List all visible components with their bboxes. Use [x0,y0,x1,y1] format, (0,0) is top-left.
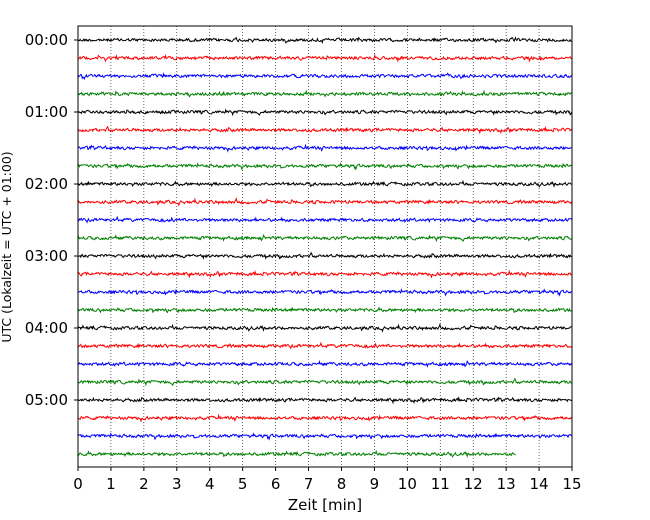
seismogram-trace [77,179,572,188]
plot-background [78,26,572,467]
seismogram-trace [77,53,572,63]
seismogram-trace [77,432,572,441]
y-tick-label: 01:00 [25,103,68,121]
seismogram-trace [77,449,516,458]
seismogram-trace [77,413,572,423]
seismogram-trace [77,377,572,387]
x-tick-label: 0 [73,475,83,493]
trace-group [77,36,572,458]
plot-frame [77,25,573,468]
x-tick-label: 1 [106,475,116,493]
x-tick-label: 2 [139,475,149,493]
y-tick-label: 02:00 [25,175,68,193]
x-tick-label: 6 [271,475,281,493]
x-tick-label: 4 [205,475,215,493]
seismogram-trace [77,359,572,368]
x-tick-label: 7 [304,475,314,493]
seismogram-trace [77,143,572,153]
seismogram-trace [77,89,572,98]
y-axis-ticks: 00:00 01:00 02:00 03:00 04:00 05:00 [25,31,78,409]
x-axis-ticks: 0 1 2 3 4 5 6 7 8 9 10 11 12 13 14 15 [73,467,582,493]
y-tick-label: 03:00 [25,247,68,265]
x-tick-label: 3 [172,475,182,493]
y-axis-label: UTC (Lokalzeit = UTC + 01:00) [0,151,14,342]
seismogram-trace [77,36,572,45]
seismogram-trace [77,341,572,350]
seismogram-trace [77,71,572,81]
x-axis-label: Zeit [min] [288,496,362,514]
seismogram-trace [77,323,572,333]
seismogram-trace [77,269,572,279]
seismogram-trace [77,251,572,260]
x-tick-label: 8 [337,475,347,493]
x-tick-label: 10 [398,475,417,493]
y-tick-label: 05:00 [25,391,68,409]
seismogram-trace [77,215,572,224]
y-tick-label: 04:00 [25,319,68,337]
x-tick-label: 5 [238,475,248,493]
x-tick-label: 14 [530,475,549,493]
seismogram-trace [77,125,572,135]
seismogram-trace [77,233,572,243]
seismogram-trace [77,197,572,207]
seismogram-trace [77,306,572,314]
x-tick-label: 15 [562,475,581,493]
seismogram-trace [77,108,572,117]
seismogram-trace [77,396,572,405]
x-tick-label: 11 [431,475,450,493]
seismogram-trace [77,288,572,297]
x-tick-label: 12 [464,475,483,493]
seismogram-trace [77,162,572,171]
x-tick-label: 9 [370,475,380,493]
x-tick-label: 13 [497,475,516,493]
y-tick-label: 00:00 [25,31,68,49]
